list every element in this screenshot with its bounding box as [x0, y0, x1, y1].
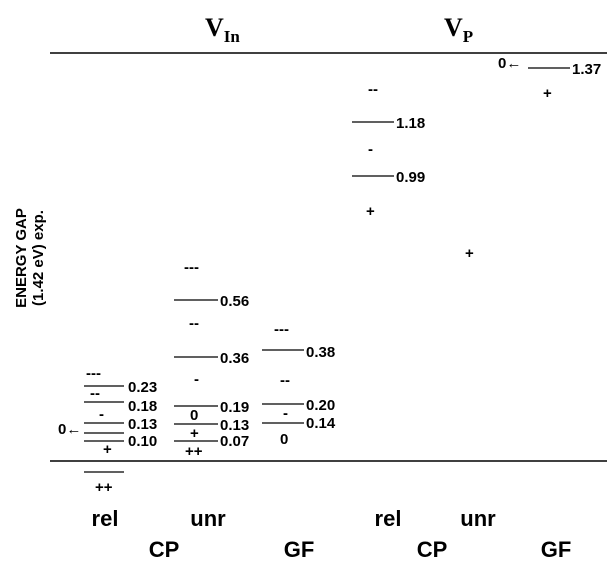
neutral-marker: 0←	[58, 421, 81, 438]
column-vp-gf: 0← 1.37 +	[498, 55, 601, 102]
charge-label: -	[99, 406, 104, 423]
svg-text:ENERGY GAP: ENERGY GAP	[13, 208, 30, 308]
method-label-rel-vin: rel	[92, 506, 119, 531]
svg-text:(1.42 eV) exp.: (1.42 eV) exp.	[30, 210, 47, 306]
level-value: 0.10	[128, 433, 157, 450]
level-value: 0.13	[128, 416, 157, 433]
method-label-unr-vin: unr	[190, 506, 226, 531]
charge-label: ++	[185, 443, 203, 460]
charge-label: -	[283, 405, 288, 422]
level-value: 1.37	[572, 61, 601, 78]
level-value: 0.13	[220, 417, 249, 434]
charge-label: +	[465, 245, 474, 262]
charge-label: ---	[86, 365, 101, 382]
method-label-unr-vp: unr	[460, 506, 496, 531]
method-label-cp-vin: CP	[149, 537, 180, 562]
charge-label: +	[190, 425, 199, 442]
charge-label: 0	[190, 407, 198, 424]
level-value: 0.36	[220, 350, 249, 367]
neutral-marker: 0←	[498, 55, 521, 72]
column-vin-gf: --- 0.38 -- 0.20 - 0.14 0	[262, 321, 336, 448]
header-vp: VP	[444, 13, 473, 46]
charge-label: -	[194, 371, 199, 388]
level-value: 0.14	[306, 415, 336, 432]
charge-label: --	[189, 315, 199, 332]
column-vin-cp-unr: --- 0.56 -- 0.36 - 0.19 0 0.13 + 0.07 ++	[174, 259, 249, 460]
level-value: 0.99	[396, 169, 425, 186]
charge-label: ++	[95, 479, 113, 496]
method-label-rel-vp: rel	[375, 506, 402, 531]
level-value: 0.23	[128, 379, 157, 396]
y-axis-label: ENERGY GAP (1.42 eV) exp.	[13, 208, 47, 308]
charge-label: ---	[274, 321, 289, 338]
level-value: 0.19	[220, 399, 249, 416]
charge-label: -	[368, 141, 373, 158]
charge-label: +	[543, 85, 552, 102]
column-vin-cp-rel: --- 0.23 -- 0.18 - 0← 0.13 + 0.10 ++	[58, 365, 157, 496]
level-value: 0.18	[128, 398, 157, 415]
charge-label: +	[103, 441, 112, 458]
charge-label: +	[366, 203, 375, 220]
charge-label: --	[90, 385, 100, 402]
level-value: 0.20	[306, 397, 335, 414]
level-value: 0.07	[220, 433, 249, 450]
header-vin: VIn	[205, 13, 240, 46]
column-vp-cp-unr: +	[465, 245, 474, 262]
charge-label: --	[280, 372, 290, 389]
level-value: 1.18	[396, 115, 425, 132]
charge-label: 0	[280, 431, 288, 448]
charge-label: ---	[184, 259, 199, 276]
method-label-cp-vp: CP	[417, 537, 448, 562]
level-value: 0.38	[306, 344, 335, 361]
column-vp-cp-rel: -- 1.18 - 0.99 +	[352, 81, 425, 220]
method-label-gf-vin: GF	[284, 537, 315, 562]
level-value: 0.56	[220, 293, 249, 310]
charge-label: --	[368, 81, 378, 98]
method-label-gf-vp: GF	[541, 537, 572, 562]
